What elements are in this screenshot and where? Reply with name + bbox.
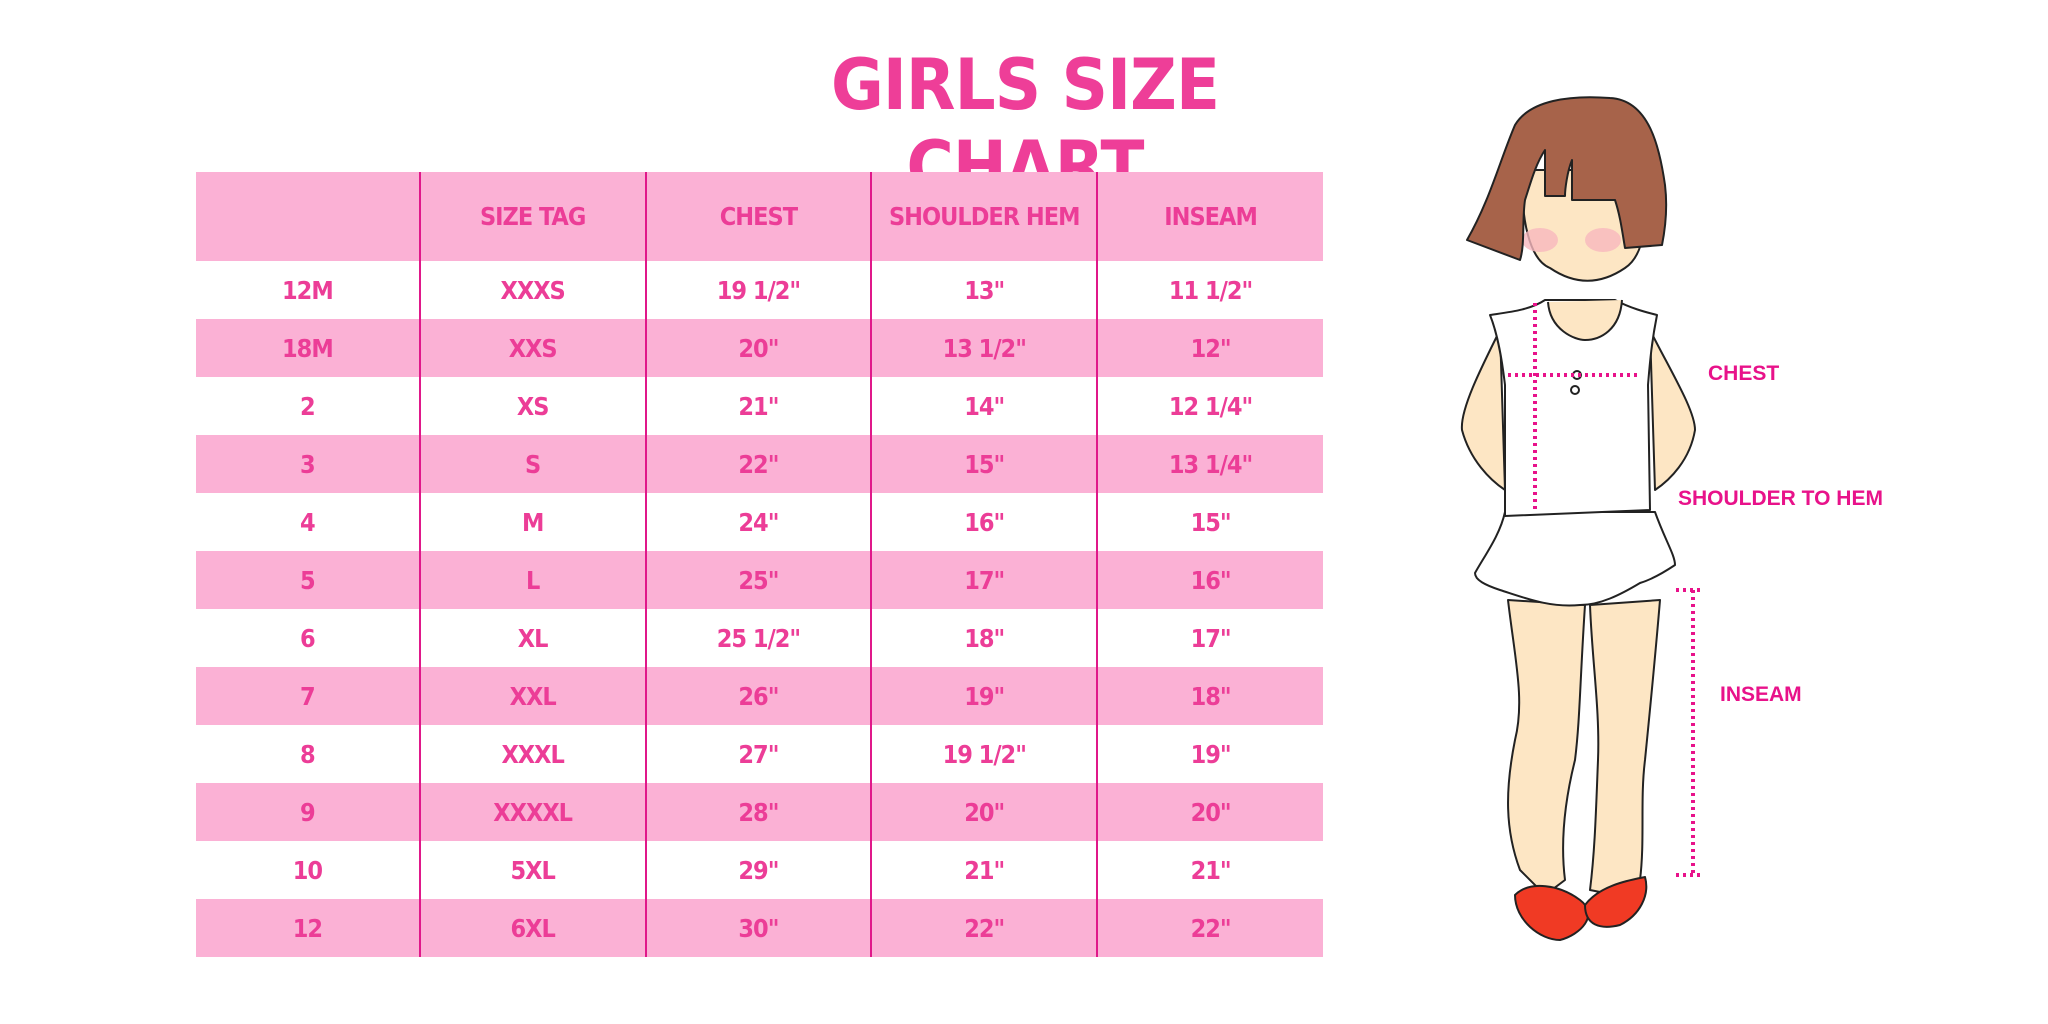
cell-inseam: 19" xyxy=(1096,725,1323,783)
cell-size-tag: XXXS xyxy=(418,261,646,319)
table-row: 3 S 22" 15" 13 1/4" xyxy=(196,435,1323,493)
cell-shoulder-hem: 20" xyxy=(870,783,1098,841)
cell-inseam: 20" xyxy=(1096,783,1323,841)
cell-inseam: 15" xyxy=(1096,493,1323,551)
cell-age: 6 xyxy=(300,623,316,653)
cell-size-tag: 6XL xyxy=(418,899,646,957)
left-leg xyxy=(1507,599,1586,896)
cell-inseam: 16" xyxy=(1096,551,1323,609)
table-row: 12M XXXS 19 1/2" 13" 11 1/2" xyxy=(196,261,1323,319)
size-chart-table: SIZE TAG CHEST SHOULDER HEM INSEAM 12M XX… xyxy=(196,172,1323,957)
cell-inseam: 12 1/4" xyxy=(1096,377,1323,435)
cell-age: 18M xyxy=(196,319,420,377)
cell-size-tag: M xyxy=(418,493,646,551)
table-row: 18M XXS 20" 13 1/2" 12" xyxy=(196,319,1323,377)
left-cheek xyxy=(1522,228,1558,252)
shoulder-to-hem-label: SHOULDER TO HEM xyxy=(1678,487,1883,510)
table-row: 9 XXXXL 28" 20" 20" xyxy=(196,783,1323,841)
right-shoe xyxy=(1584,876,1648,928)
cell-shoulder-hem: 13" xyxy=(870,261,1098,319)
cell-shoulder-hem: 21" xyxy=(870,841,1098,899)
cell-shoulder-hem: 19 1/2" xyxy=(870,725,1098,783)
cell-age: 5 xyxy=(196,551,420,609)
cell-inseam: 21" xyxy=(1096,841,1323,899)
cell-chest: 27" xyxy=(644,725,872,783)
cell-chest: 28" xyxy=(644,783,872,841)
cell-age: 7 xyxy=(196,667,420,725)
neckline xyxy=(1547,299,1623,341)
cell-chest: 26" xyxy=(644,667,872,725)
cell-shoulder-hem: 19" xyxy=(870,667,1098,725)
cell-size-tag: XXXL xyxy=(418,725,646,783)
table-row: 12 6XL 30" 22" 22" xyxy=(196,899,1323,957)
cell-inseam: 18" xyxy=(1096,667,1323,725)
cell-inseam: 17" xyxy=(1096,609,1323,667)
cell-chest: 20" xyxy=(644,319,872,377)
cell-size-tag: S xyxy=(418,435,646,493)
cell-shoulder-hem: 18" xyxy=(870,609,1098,667)
cell-age: 2 xyxy=(300,391,316,421)
cell-chest: 29" xyxy=(644,841,872,899)
cell-age: 9 xyxy=(196,783,420,841)
cell-size-tag: XS xyxy=(418,377,646,435)
table-body: 12M XXXS 19 1/2" 13" 11 1/2" 18M XXS 20" 13 1/2"… xyxy=(196,261,1323,957)
cell-shoulder-hem: 17" xyxy=(870,551,1098,609)
hair xyxy=(1466,96,1668,261)
right-arm xyxy=(1649,329,1696,491)
table-row: 10 5XL 29" 21" 21" xyxy=(196,841,1323,899)
table-row: 6 XL 25 1/2" 18" 17" xyxy=(196,609,1323,667)
cell-shoulder-hem: 14" xyxy=(870,377,1098,435)
cell-chest: 21" xyxy=(644,377,872,435)
cell-size-tag: XXS xyxy=(418,319,646,377)
table-row: 7 XXL 26" 19" 18" xyxy=(196,667,1323,725)
header-chest: CHEST xyxy=(644,172,872,261)
table-row: 8 XXXL 27" 19 1/2" 19" xyxy=(196,725,1323,783)
cell-age: 12 xyxy=(196,899,420,957)
header-shoulder-hem: SHOULDER HEM xyxy=(870,172,1098,261)
header-cell-blank xyxy=(196,172,420,261)
left-arm xyxy=(1460,329,1506,491)
cell-chest: 25 1/2" xyxy=(644,609,872,667)
cell-shoulder-hem: 13 1/2" xyxy=(870,319,1098,377)
skirt xyxy=(1474,511,1676,607)
cell-size-tag: XXL xyxy=(418,667,646,725)
cell-inseam: 13 1/4" xyxy=(1096,435,1323,493)
cell-chest: 22" xyxy=(644,435,872,493)
left-shoe xyxy=(1514,884,1590,941)
chest-label: CHEST xyxy=(1708,362,1780,385)
cell-age: 10 xyxy=(292,855,323,885)
table-row: 4 M 24" 16" 15" xyxy=(196,493,1323,551)
right-leg xyxy=(1589,599,1661,896)
cell-age: 8 xyxy=(300,739,316,769)
table-row: 2 XS 21" 14" 12 1/4" xyxy=(196,377,1323,435)
cell-size-tag: 5XL xyxy=(418,841,646,899)
right-cheek xyxy=(1585,228,1621,252)
header-inseam: INSEAM xyxy=(1096,172,1323,261)
cell-size-tag: L xyxy=(418,551,646,609)
page-title: GIRLS SIZE CHART xyxy=(830,44,1220,208)
cell-shoulder-hem: 22" xyxy=(870,899,1098,957)
shirt xyxy=(1489,299,1658,517)
cell-chest: 30" xyxy=(644,899,872,957)
header-row: SIZE TAG CHEST SHOULDER HEM INSEAM xyxy=(196,172,1323,261)
cell-shoulder-hem: 15" xyxy=(870,435,1098,493)
cell-chest: 19 1/2" xyxy=(644,261,872,319)
cell-age: 3 xyxy=(196,435,420,493)
cell-shoulder-hem: 16" xyxy=(870,493,1098,551)
cell-inseam: 22" xyxy=(1096,899,1323,957)
cell-inseam: 12" xyxy=(1096,319,1323,377)
header-size-tag: SIZE TAG xyxy=(418,172,646,261)
cell-age: 4 xyxy=(300,507,316,537)
cell-size-tag: XXXXL xyxy=(418,783,646,841)
button-icon xyxy=(1570,385,1580,395)
cell-age: 12M xyxy=(282,275,334,305)
inseam-label: INSEAM xyxy=(1720,683,1802,706)
cell-chest: 25" xyxy=(644,551,872,609)
cell-size-tag: XL xyxy=(418,609,646,667)
cell-inseam: 11 1/2" xyxy=(1096,261,1323,319)
cell-chest: 24" xyxy=(644,493,872,551)
table-row: 5 L 25" 17" 16" xyxy=(196,551,1323,609)
